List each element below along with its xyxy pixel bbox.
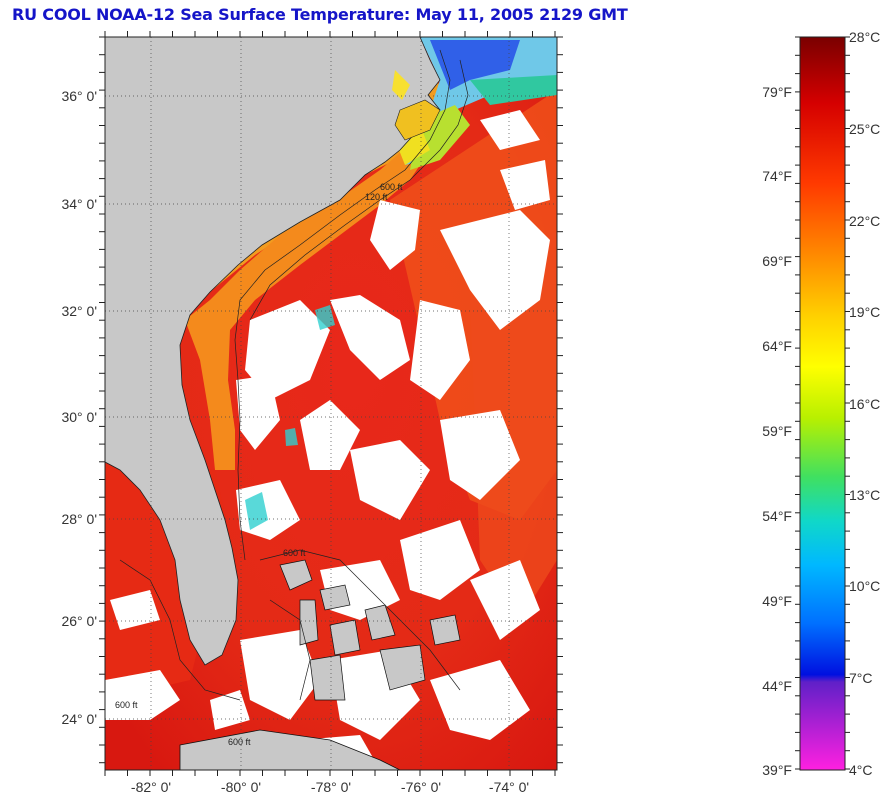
lat-label: 24° 0' — [61, 711, 97, 727]
isobath-label-120: 120 ft — [365, 192, 388, 202]
cloud-cover — [105, 110, 550, 770]
celsius-label: 19°C — [849, 304, 880, 320]
fahrenheit-label: 44°F — [762, 678, 792, 694]
celsius-label: 10°C — [849, 578, 880, 594]
isobath-label-600: 600 ft — [380, 182, 403, 192]
fahrenheit-label: 79°F — [762, 84, 792, 100]
lon-label: -74° 0' — [489, 779, 529, 795]
celsius-label: 16°C — [849, 396, 880, 412]
lon-label: -78° 0' — [311, 779, 351, 795]
map-frame — [104, 36, 558, 771]
lat-label: 28° 0' — [61, 511, 97, 527]
isobath-contours — [119, 49, 469, 701]
lon-label: -82° 0' — [131, 779, 171, 795]
isobath-label-600: 600 ft — [283, 548, 306, 558]
fahrenheit-label: 54°F — [762, 508, 792, 524]
celsius-label: 13°C — [849, 487, 880, 503]
celsius-label: 7°C — [849, 670, 873, 686]
lat-label: 34° 0' — [61, 196, 97, 212]
lat-label: 30° 0' — [61, 409, 97, 425]
pamlico-sound — [394, 99, 441, 141]
fahrenheit-label: 49°F — [762, 593, 792, 609]
isobath-label-600: 600 ft — [115, 700, 138, 710]
celsius-label: 28°C — [849, 29, 880, 45]
map-ticks — [99, 31, 563, 776]
fahrenheit-label: 69°F — [762, 253, 792, 269]
map-title: RU COOL NOAA-12 Sea Surface Temperature:… — [12, 5, 628, 24]
celsius-label: 22°C — [849, 213, 880, 229]
colorbar-ticks — [795, 36, 850, 770]
celsius-label: 25°C — [849, 121, 880, 137]
celsius-label: 4°C — [849, 762, 873, 778]
lat-label: 36° 0' — [61, 88, 97, 104]
map-grid — [105, 37, 557, 770]
lon-label: -76° 0' — [401, 779, 441, 795]
fahrenheit-label: 39°F — [762, 762, 792, 778]
bahamas-islands — [279, 559, 461, 701]
temperature-colorbar — [799, 36, 846, 771]
lon-label: -80° 0' — [221, 779, 261, 795]
fahrenheit-label: 64°F — [762, 338, 792, 354]
lat-label: 32° 0' — [61, 303, 97, 319]
cuba — [179, 729, 401, 770]
lat-label: 26° 0' — [61, 613, 97, 629]
isobath-label-600: 600 ft — [228, 737, 251, 747]
fahrenheit-label: 74°F — [762, 168, 792, 184]
fahrenheit-label: 59°F — [762, 423, 792, 439]
